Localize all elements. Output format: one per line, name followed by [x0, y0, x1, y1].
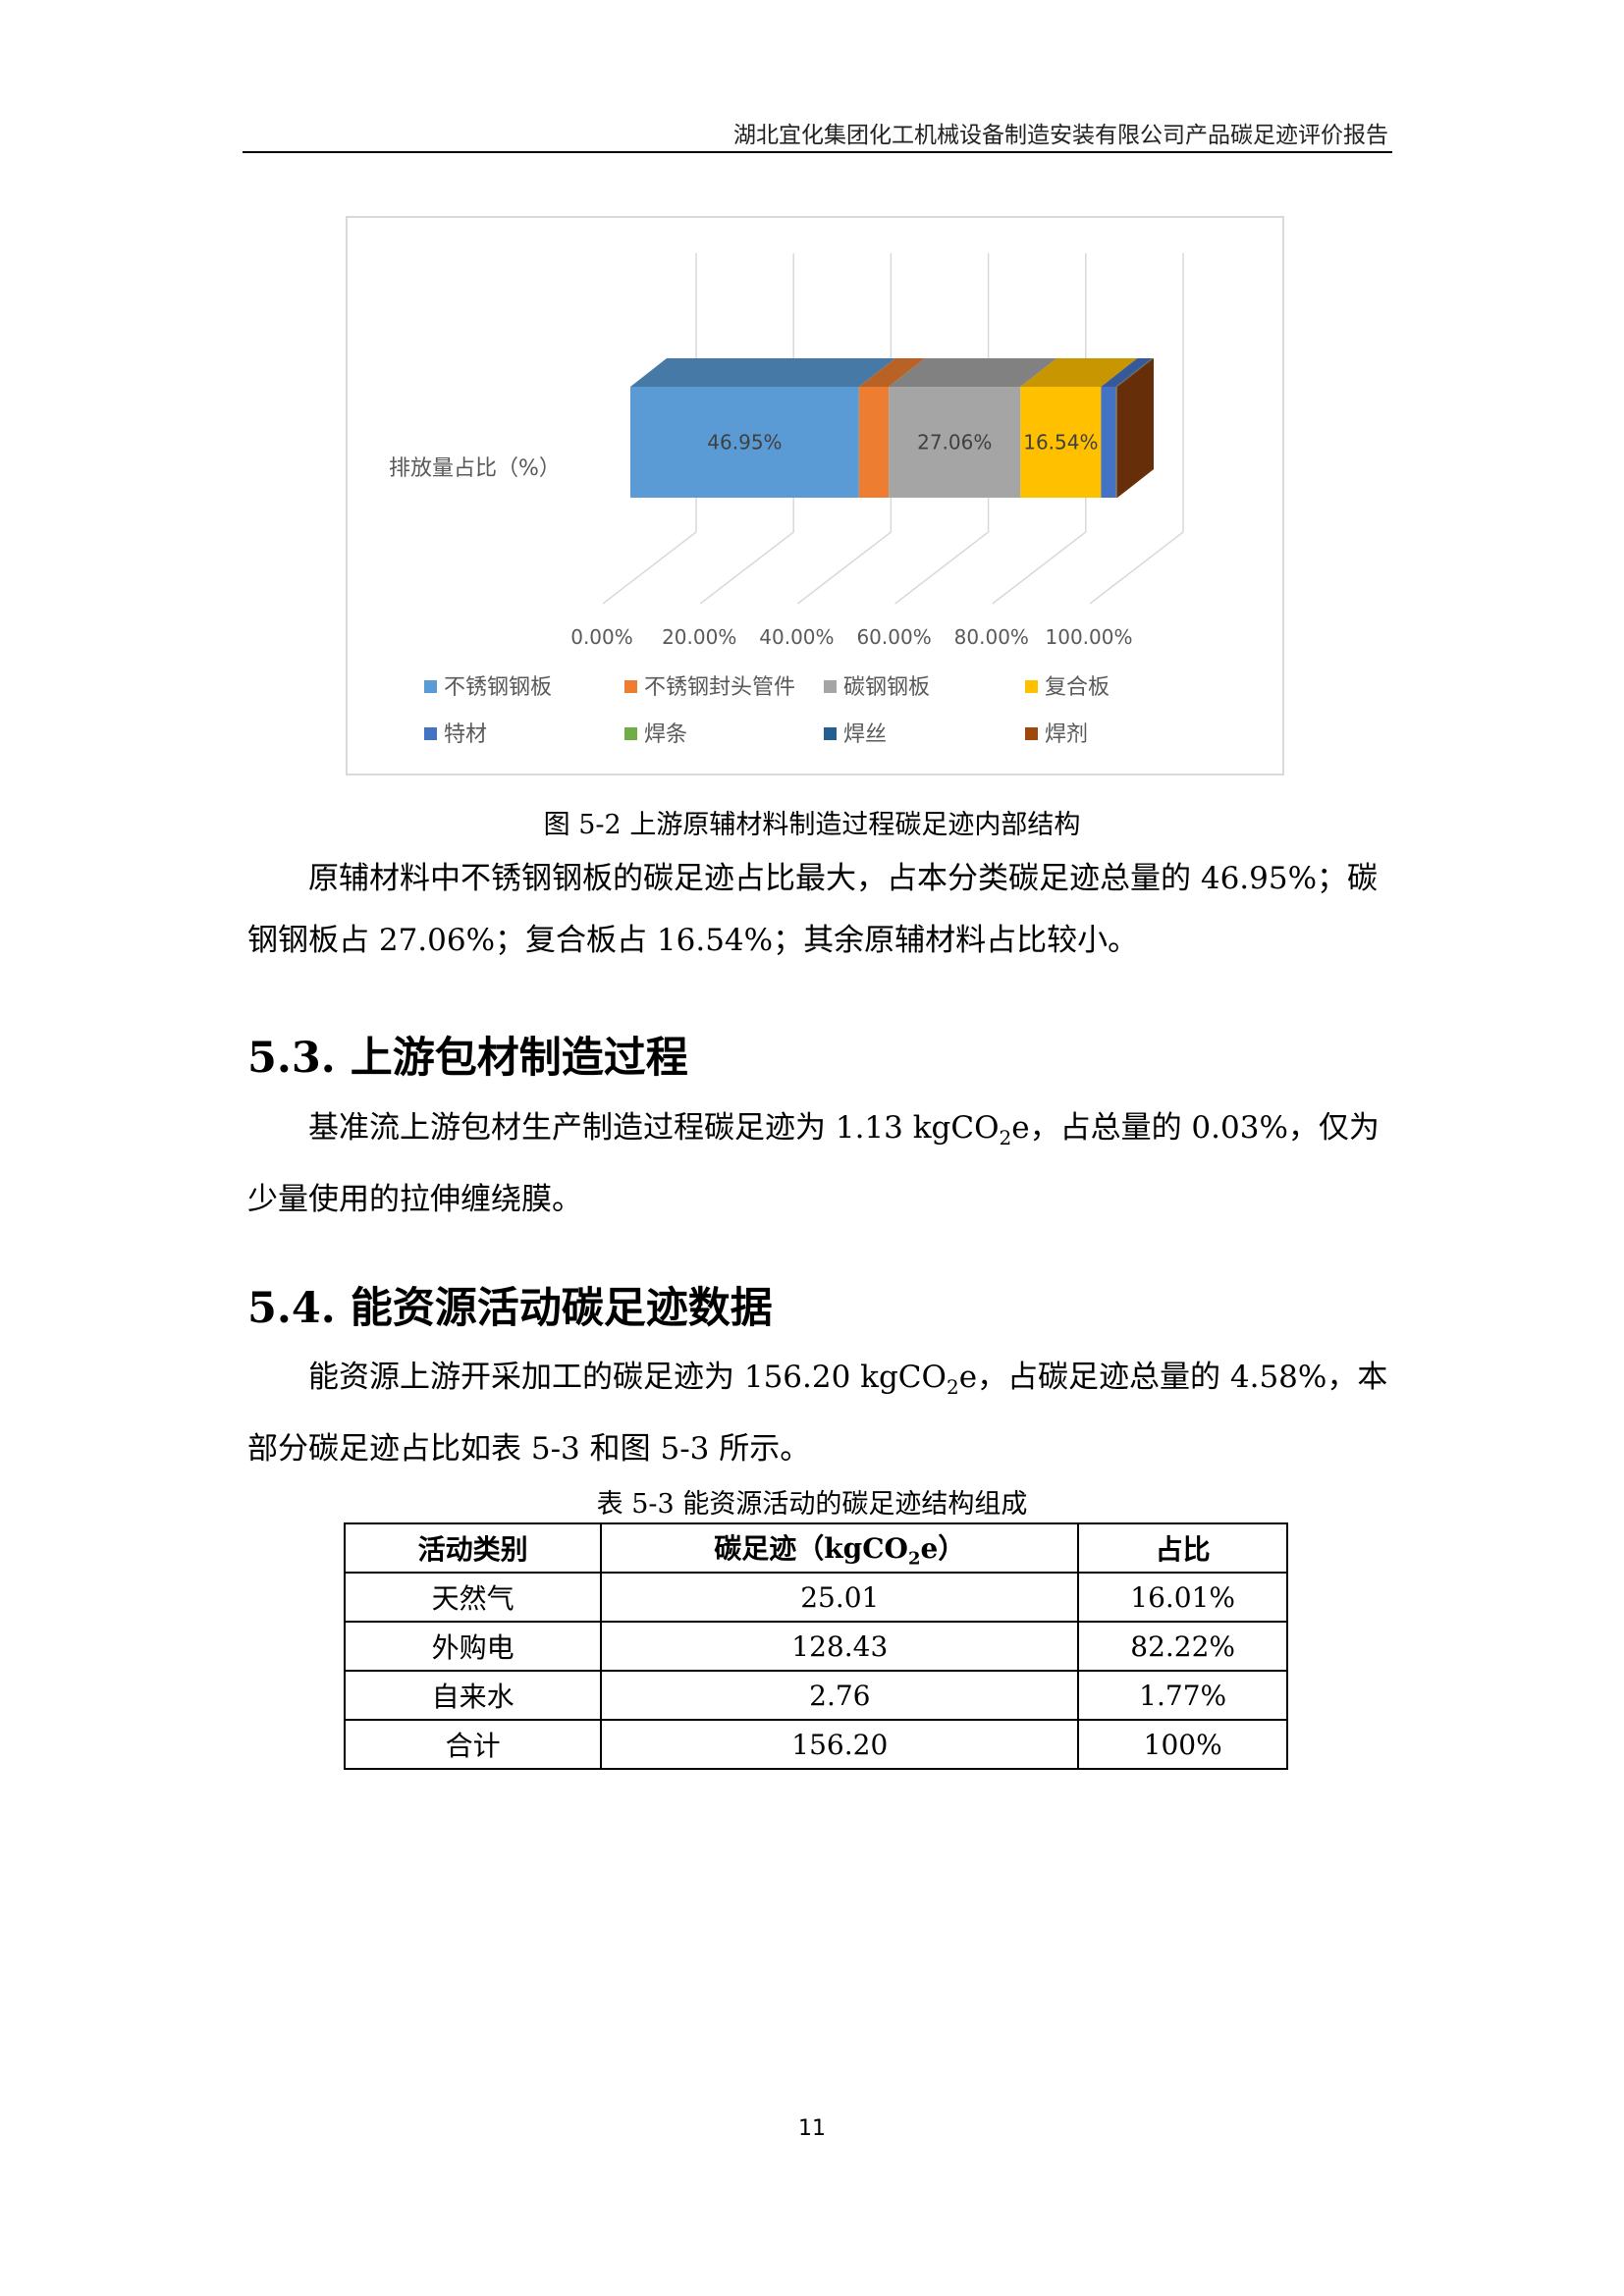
bar-segment [1116, 387, 1117, 498]
table-caption: 表 5-3 能资源活动的碳足迹结构组成 [596, 1489, 1028, 1520]
legend-swatch [424, 680, 437, 693]
bar-segment [1101, 387, 1116, 498]
table-cell: 25.01 [600, 1572, 1080, 1623]
gridline [602, 253, 697, 605]
bar-segment-top [1020, 358, 1138, 387]
bar-segment [858, 387, 890, 498]
table-cell: 天然气 [343, 1572, 603, 1623]
table-header-row: 活动类别 碳足迹（kgCO2e） 占比 [343, 1522, 1288, 1574]
section-heading-5-3: 5.3. 上游包材制造过程 [247, 1034, 688, 1083]
gridline [894, 253, 990, 605]
legend-label: 碳钢钢板 [843, 675, 930, 700]
page-header: 湖北宜化集团化工机械设备制造安装有限公司产品碳足迹评价报告 [733, 123, 1388, 148]
bar-segment-top [1115, 358, 1154, 387]
table-cell: 82.22% [1077, 1621, 1288, 1672]
paragraph: 原辅材料中不锈钢钢板的碳足迹占比最大，占本分类碳足迹总量的 46.95%；碳钢钢… [247, 861, 1379, 958]
table-cell: 自来水 [343, 1670, 603, 1721]
legend-label: 不锈钢封头管件 [644, 675, 795, 700]
table-row: 自来水 2.76 1.77% [343, 1670, 1288, 1721]
table-row: 合计 156.20 100% [343, 1719, 1288, 1770]
x-tick-label: 80.00% [954, 625, 1029, 649]
bar-segment-top [630, 358, 895, 387]
bar-segment [1020, 387, 1102, 498]
bar-segment-top [1116, 358, 1154, 387]
bar-segment-top [1101, 358, 1153, 387]
legend-swatch [624, 727, 637, 740]
category-label: 排放量占比（%） [389, 456, 561, 481]
data-label: 46.95% [707, 431, 782, 454]
gridline [1089, 253, 1184, 605]
table-row: 天然气 25.01 16.01% [343, 1572, 1288, 1623]
legend-swatch [624, 680, 637, 693]
x-tick-label: 100.00% [1046, 625, 1133, 649]
bar-segment [630, 387, 859, 498]
table-cell: 外购电 [343, 1621, 603, 1672]
x-tick-label: 60.00% [856, 625, 931, 649]
bar-segment [889, 387, 1021, 498]
x-tick-label: 20.00% [662, 625, 736, 649]
table-cell: 128.43 [600, 1621, 1080, 1672]
stacked-bar-chart: 0.00% 20.00% 40.00% 60.00% 80.00% 100.00% 排放量占… [346, 216, 1284, 775]
legend-label: 特材 [444, 722, 487, 747]
table-cell: 1.77% [1077, 1670, 1288, 1721]
legend-label: 焊剂 [1045, 722, 1088, 747]
legend-swatch [824, 680, 837, 693]
legend-swatch [424, 727, 437, 740]
legend-label: 复合板 [1045, 675, 1110, 700]
legend-label: 焊条 [644, 722, 687, 747]
table-cell: 2.76 [600, 1670, 1080, 1721]
table-cell: 100% [1077, 1719, 1288, 1770]
bar-side-face [1117, 358, 1154, 498]
page-number: 11 [798, 2116, 826, 2141]
energy-table: 活动类别 碳足迹（kgCO2e） 占比 天然气 25.01 16.01% 外购电 128… [343, 1522, 1288, 1770]
header-divider [243, 151, 1392, 153]
table-cell: 16.01% [1077, 1572, 1288, 1623]
data-label: 16.54% [1023, 431, 1098, 454]
legend-swatch [1025, 680, 1038, 693]
bar-segment-top [889, 358, 1057, 387]
table-cell: 156.20 [600, 1719, 1080, 1770]
legend-swatch [824, 727, 837, 740]
section-heading-5-4: 5.4. 能资源活动碳足迹数据 [247, 1284, 773, 1333]
gridline [796, 253, 893, 605]
figure-caption: 图 5-2 上游原辅材料制造过程碳足迹内部结构 [543, 810, 1081, 840]
table-cell: 合计 [343, 1719, 603, 1770]
legend-label: 焊丝 [843, 722, 887, 747]
gridline [992, 253, 1087, 605]
gridline [699, 253, 794, 605]
legend-swatch [1025, 727, 1038, 740]
data-label: 27.06% [917, 431, 992, 454]
bar-segment [1115, 387, 1117, 498]
bar-segment-top [858, 358, 926, 387]
x-tick-label: 40.00% [759, 625, 834, 649]
legend-label: 不锈钢钢板 [444, 675, 552, 700]
paragraph: 基准流上游包材生产制造过程碳足迹为 1.13 kgCO2e，占总量的 0.03%… [247, 1110, 1380, 1218]
x-tick-label: 0.00% [570, 625, 633, 649]
paragraph: 能资源上游开采加工的碳足迹为 156.20 kgCO2e，占碳足迹总量的 4.5… [247, 1360, 1388, 1468]
table-row: 外购电 128.43 82.22% [343, 1621, 1288, 1672]
bar-segment-top [1115, 358, 1153, 387]
